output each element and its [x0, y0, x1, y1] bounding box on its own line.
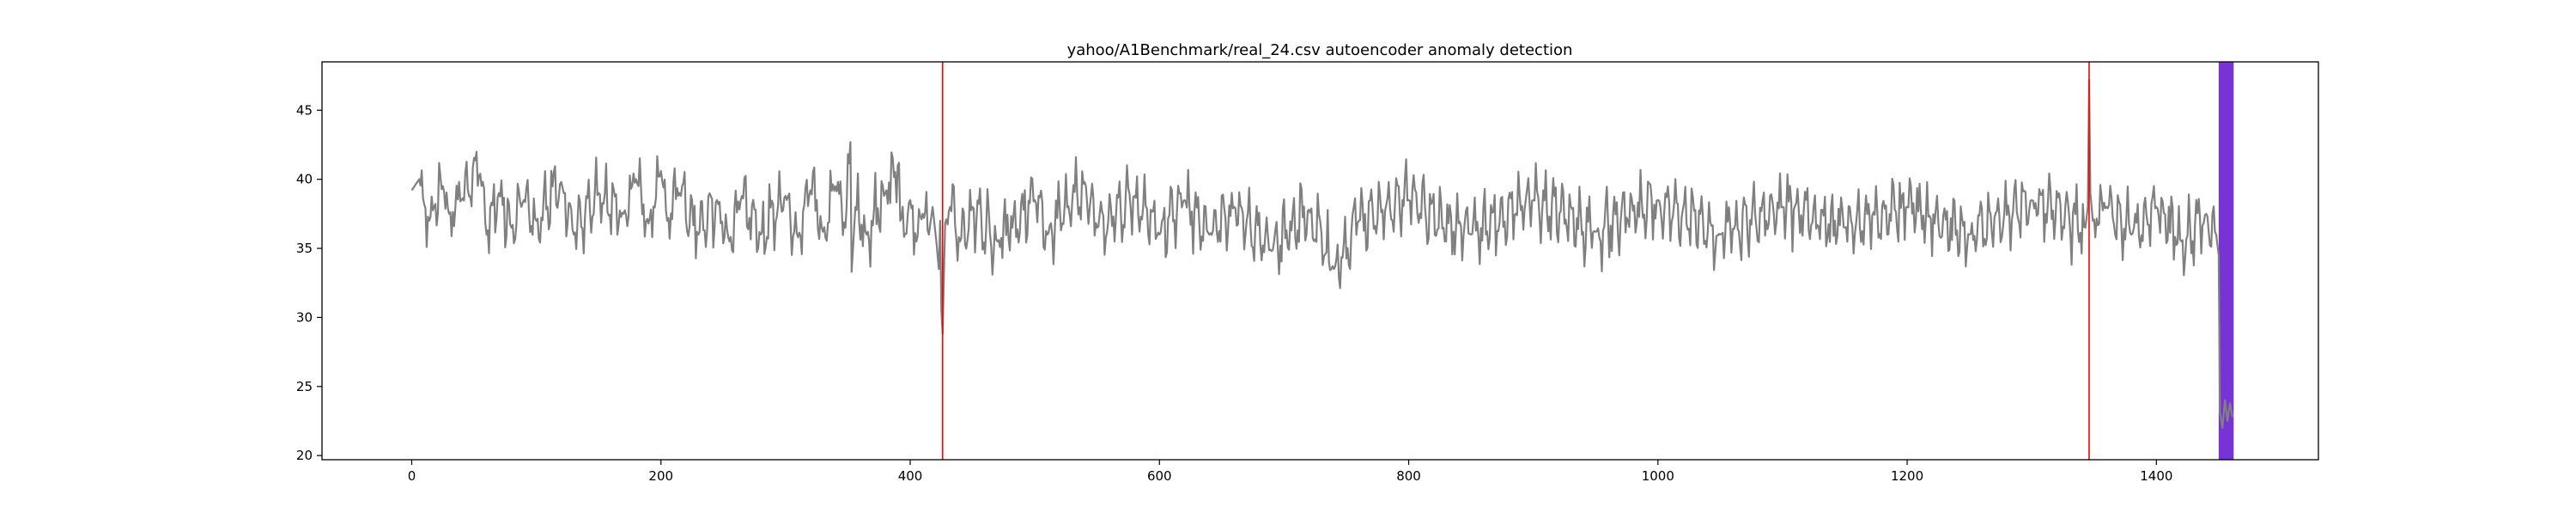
x-tick-label: 400 — [898, 468, 923, 484]
x-tick-label: 1000 — [1642, 468, 1674, 484]
plot-area: 0 200 400 600 800 1000 1200 1400 20 25 30 35 40 45 — [296, 61, 2319, 484]
y-tick-label: 20 — [296, 448, 313, 463]
y-tick-label: 35 — [296, 241, 313, 256]
series-line — [410, 78, 2233, 430]
anomaly-span — [2218, 62, 2234, 460]
chart-title: yahoo/A1Benchmark/real_24.csv autoencode… — [1067, 41, 1573, 59]
y-tick-label: 45 — [296, 102, 313, 118]
x-tick-label: 800 — [1396, 468, 1421, 484]
y-tick-label: 30 — [296, 309, 313, 325]
y-tick-label: 25 — [296, 379, 313, 394]
x-tick-label: 600 — [1147, 468, 1172, 484]
x-tick-label: 1400 — [2140, 468, 2172, 484]
y-tick-label: 40 — [296, 172, 313, 187]
x-tick-label: 0 — [408, 468, 416, 484]
plot-frame — [321, 61, 2319, 461]
x-tick-label: 1200 — [1891, 468, 1923, 484]
x-tick-label: 200 — [648, 468, 673, 484]
